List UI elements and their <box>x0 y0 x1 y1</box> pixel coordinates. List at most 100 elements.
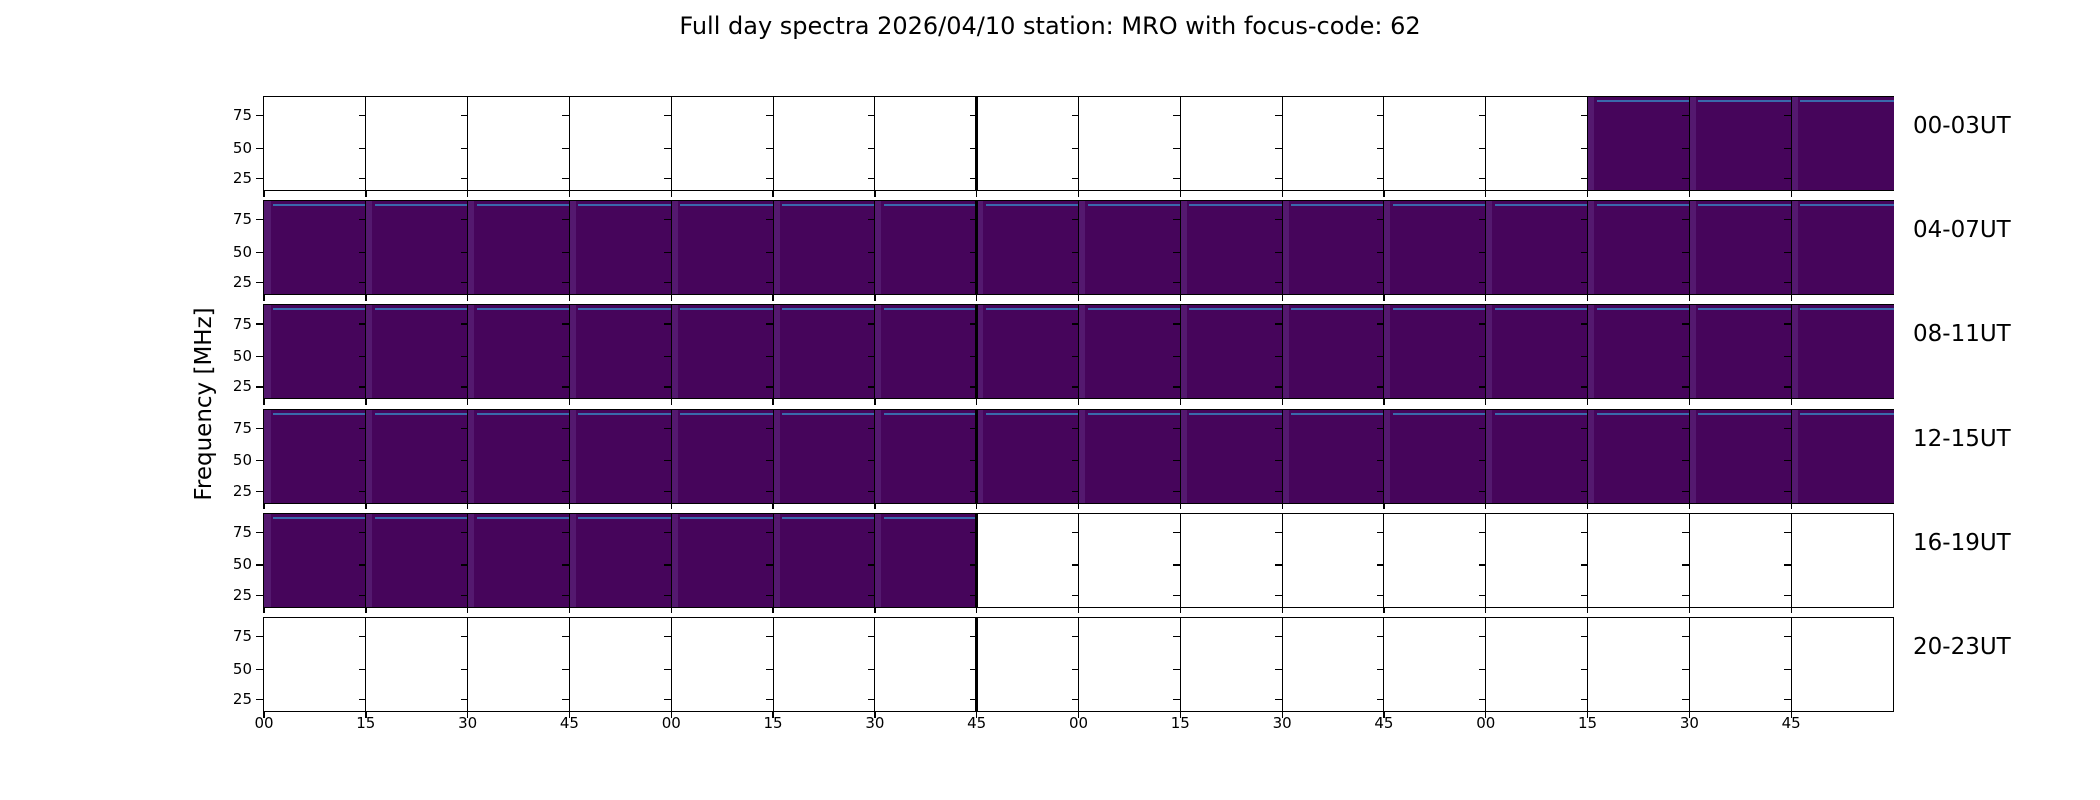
segment-left-edge <box>569 201 576 295</box>
y-tick <box>460 282 468 284</box>
y-tick <box>1376 177 1384 180</box>
y-tick <box>256 490 263 492</box>
segment-left-edge <box>1485 409 1493 503</box>
x-tick <box>976 606 978 614</box>
segment-left-edge <box>1180 409 1187 503</box>
segment-boundary <box>1179 201 1181 295</box>
y-tick <box>664 668 671 670</box>
y-tick <box>1071 323 1078 325</box>
segment-top-band <box>1189 412 1283 415</box>
y-tick <box>664 115 671 117</box>
y-tick <box>358 490 366 492</box>
x-tick <box>263 606 265 614</box>
x-tick <box>1485 502 1487 510</box>
y-tick <box>1682 147 1689 149</box>
y-tick <box>969 564 977 566</box>
data-segment <box>976 305 1080 399</box>
x-tick <box>670 294 672 301</box>
y-tick <box>1275 460 1282 462</box>
x-tick <box>568 502 571 510</box>
x-tick <box>1077 711 1080 718</box>
segment-boundary <box>670 409 672 503</box>
y-tick <box>1376 323 1384 325</box>
segment-left-edge <box>671 201 678 295</box>
y-tick <box>1173 251 1180 254</box>
y-tick <box>1275 147 1282 149</box>
y-tick <box>1580 251 1588 254</box>
segment-top-band <box>985 412 1080 415</box>
segment-boundary <box>1587 305 1589 399</box>
x-tick <box>1688 502 1691 510</box>
y-tick <box>1071 177 1078 180</box>
y-tick <box>1478 490 1486 492</box>
y-tick <box>1173 177 1180 180</box>
y-tick <box>1478 594 1486 597</box>
segment-left-edge <box>467 513 475 607</box>
y-tick <box>1784 282 1791 284</box>
y-tick <box>1478 698 1486 701</box>
x-tick <box>1688 294 1691 301</box>
segment-boundary <box>975 618 979 711</box>
segment-left-edge <box>467 409 475 503</box>
data-segment <box>1689 305 1792 399</box>
y-tick <box>1173 115 1180 117</box>
segment-boundary <box>1790 409 1792 503</box>
segment-top-band <box>273 516 367 519</box>
y-tick <box>256 147 263 149</box>
x-tick <box>1586 398 1589 405</box>
y-tick <box>358 531 366 534</box>
y-tick <box>1071 564 1078 566</box>
x-tick-label: 15 <box>1578 714 1598 732</box>
x-tick <box>1790 502 1792 510</box>
segment-boundary <box>1688 513 1690 607</box>
y-tick <box>664 177 671 180</box>
y-tick <box>1784 386 1791 388</box>
segment-top-band <box>273 204 367 207</box>
y-tick <box>1376 427 1384 429</box>
y-tick <box>460 564 468 566</box>
x-tick <box>263 711 265 718</box>
y-tick <box>1784 564 1791 566</box>
y-tick <box>1682 323 1689 325</box>
segment-boundary <box>1281 409 1283 503</box>
x-tick <box>1179 502 1181 510</box>
segment-boundary <box>1281 201 1283 295</box>
segment-left-edge <box>671 513 678 607</box>
y-tick <box>1784 147 1791 149</box>
segment-left-edge <box>365 201 373 295</box>
y-tick <box>562 460 569 462</box>
data-segment <box>1587 409 1690 503</box>
y-tick <box>664 323 671 325</box>
segment-boundary <box>1587 97 1589 190</box>
segment-left-edge <box>1078 305 1085 399</box>
segment-top-band <box>1494 412 1589 415</box>
y-tick <box>969 636 977 638</box>
y-tick-label: 50 <box>232 451 252 470</box>
x-tick <box>1688 606 1691 614</box>
y-tick-label: 25 <box>232 169 252 188</box>
y-tick <box>1478 564 1486 566</box>
x-tick <box>670 398 672 405</box>
segment-top-band <box>1800 204 1894 207</box>
y-tick <box>766 427 773 429</box>
y-tick <box>969 531 977 534</box>
data-segment <box>365 409 469 503</box>
y-tick <box>664 564 671 566</box>
y-tick <box>1173 531 1180 534</box>
y-tick <box>1173 594 1180 597</box>
x-tick <box>568 398 571 405</box>
segment-boundary <box>467 201 469 295</box>
segment-boundary <box>975 305 979 399</box>
y-tick <box>1071 668 1078 670</box>
segment-top-band <box>1494 204 1589 207</box>
segment-top-band <box>476 516 571 519</box>
segment-left-edge <box>874 513 882 607</box>
x-tick-label: 30 <box>1272 714 1292 732</box>
segment-boundary <box>874 513 876 607</box>
segment-boundary <box>975 97 979 190</box>
y-tick <box>358 594 366 597</box>
x-tick <box>1077 294 1080 301</box>
data-segment <box>467 305 571 399</box>
data-segment <box>773 513 876 607</box>
segment-boundary <box>1485 513 1487 607</box>
